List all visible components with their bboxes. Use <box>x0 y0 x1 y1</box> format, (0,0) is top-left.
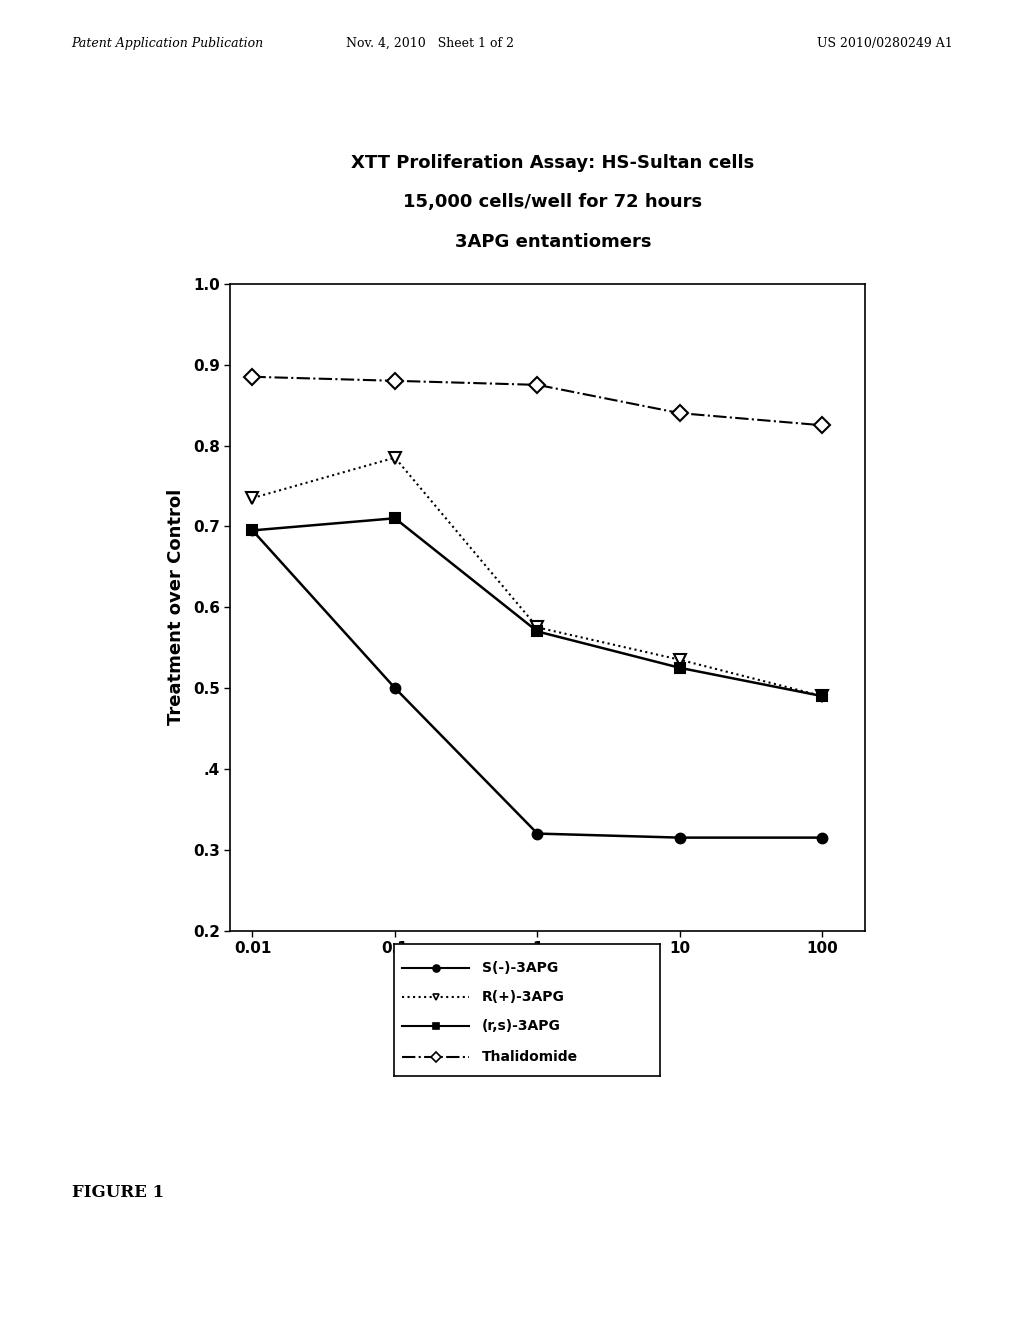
(r,s)-3APG <box>247 523 259 539</box>
Text: 3APG entantiomers: 3APG entantiomers <box>455 232 651 251</box>
(r,s)-3APG <box>531 623 544 639</box>
(r,s)-3APG <box>816 688 828 704</box>
(r,s)-3APG <box>674 660 686 676</box>
Text: Thalidomide: Thalidomide <box>482 1051 579 1064</box>
S(-)-3APG <box>389 680 401 696</box>
Text: US 2010/0280249 A1: US 2010/0280249 A1 <box>816 37 952 50</box>
Text: XTT Proliferation Assay: HS-Sultan cells: XTT Proliferation Assay: HS-Sultan cells <box>351 153 755 172</box>
(r,s)-3APG <box>389 511 401 527</box>
Thalidomide <box>816 417 828 433</box>
Thalidomide <box>531 378 544 393</box>
Line: R(+)-3APG: R(+)-3APG <box>247 451 828 702</box>
S(-)-3APG <box>247 523 259 539</box>
Thalidomide <box>247 368 259 384</box>
R(+)-3APG <box>531 619 544 635</box>
Text: S(-)-3APG: S(-)-3APG <box>482 961 558 974</box>
R(+)-3APG <box>247 490 259 506</box>
S(-)-3APG <box>674 830 686 846</box>
Thalidomide <box>674 405 686 421</box>
R(+)-3APG <box>674 652 686 668</box>
Thalidomide <box>389 374 401 389</box>
Y-axis label: Treatment over Control: Treatment over Control <box>167 490 184 725</box>
Text: 15,000 cells/well for 72 hours: 15,000 cells/well for 72 hours <box>403 193 702 211</box>
Text: Patent Application Publication: Patent Application Publication <box>72 37 264 50</box>
S(-)-3APG <box>816 830 828 846</box>
R(+)-3APG <box>389 450 401 466</box>
Text: FIGURE 1: FIGURE 1 <box>72 1184 164 1201</box>
Text: R(+)-3APG: R(+)-3APG <box>482 990 565 1003</box>
S(-)-3APG <box>531 826 544 842</box>
X-axis label: uM Concentration: uM Concentration <box>458 968 638 985</box>
Line: S(-)-3APG: S(-)-3APG <box>248 525 827 842</box>
Line: Thalidomide: Thalidomide <box>247 371 828 430</box>
R(+)-3APG <box>816 688 828 704</box>
Text: (r,s)-3APG: (r,s)-3APG <box>482 1019 561 1032</box>
Text: Nov. 4, 2010   Sheet 1 of 2: Nov. 4, 2010 Sheet 1 of 2 <box>346 37 514 50</box>
Line: (r,s)-3APG: (r,s)-3APG <box>248 513 827 701</box>
